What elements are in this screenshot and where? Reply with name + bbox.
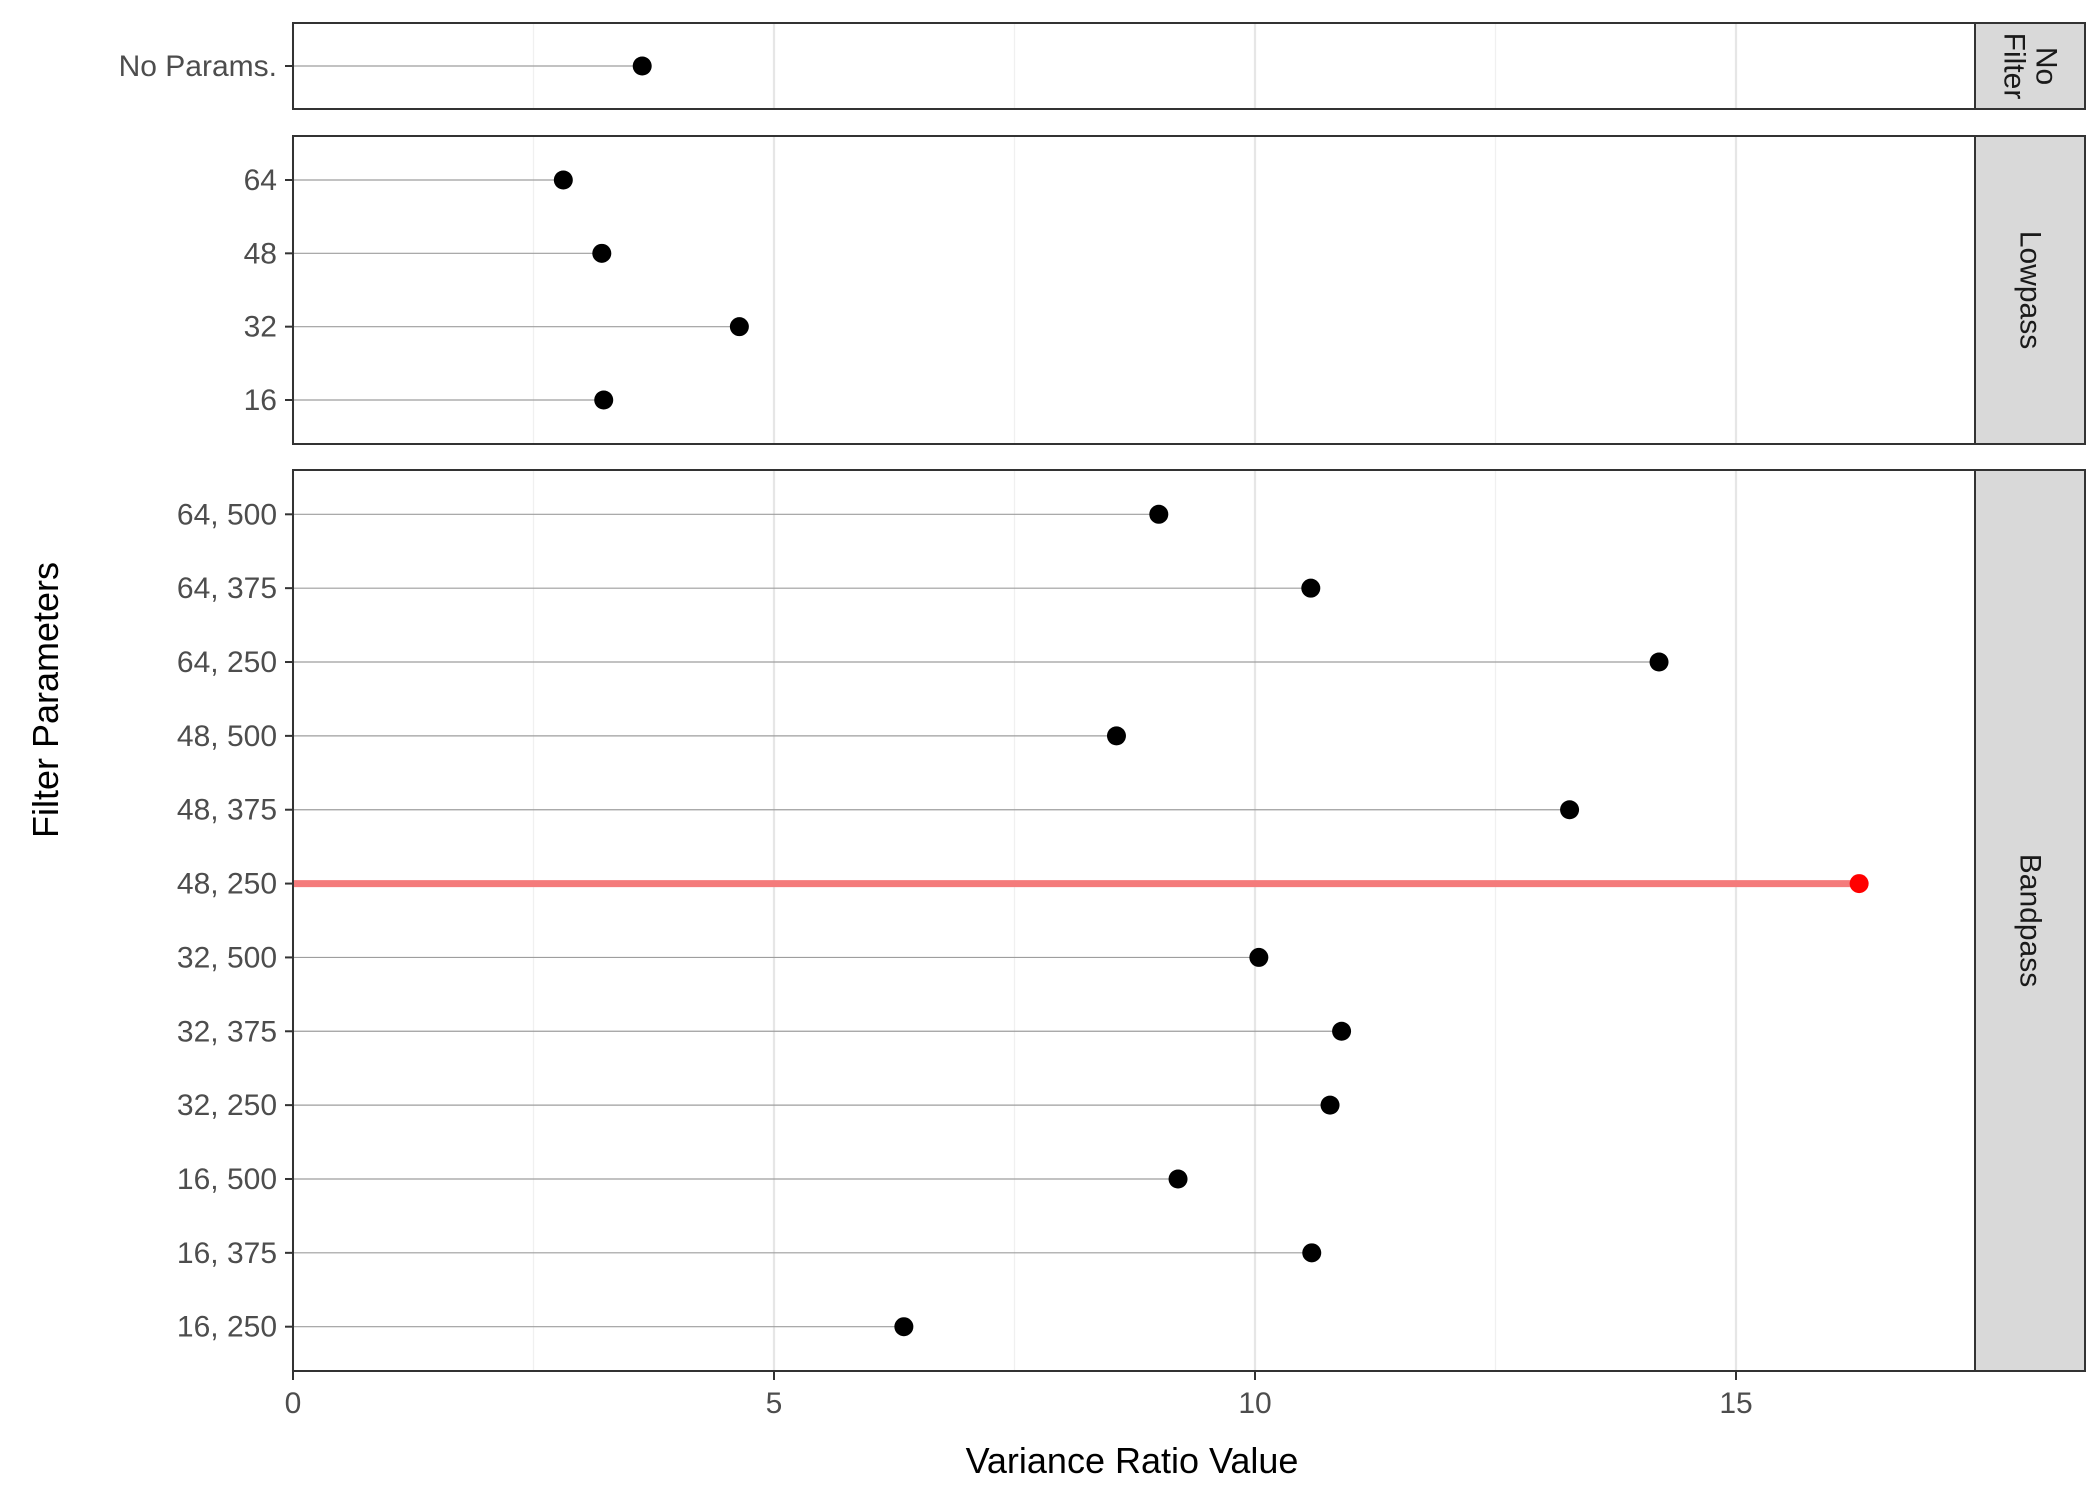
data-point: [553, 170, 573, 190]
x-axis: 0 5 10 15: [285, 1371, 1753, 1420]
facet-panel: 64, 500 64, 375 64, 250 48, 500 48, 375 48, 2…: [177, 469, 2086, 1372]
facet-strip: [1974, 135, 2086, 445]
data-point: [1168, 1169, 1188, 1189]
data-point: [1301, 578, 1321, 598]
x-axis-title: Variance Ratio Value: [966, 1440, 1299, 1481]
data-point: [594, 390, 614, 410]
facet-panel: 64 48 32 16 Lowpass: [244, 135, 2086, 445]
facet-strip-label: Filter: [1998, 33, 2031, 100]
x-tick-label: 15: [1719, 1387, 1752, 1420]
y-tick-label: 16: [244, 384, 277, 417]
y-tick-label: 48: [244, 237, 277, 270]
y-tick-label: 64, 500: [177, 498, 277, 531]
data-point: [1649, 652, 1669, 672]
facet-strip-label: No: [2030, 47, 2063, 85]
y-tick-label: 48, 375: [177, 794, 277, 827]
data-point: [632, 56, 652, 76]
x-tick-label: 5: [766, 1387, 783, 1420]
y-tick-label: 32, 250: [177, 1089, 277, 1122]
y-tick-label: 32, 375: [177, 1015, 277, 1048]
minor-gridlines: [532, 470, 1497, 1371]
facet-strip-label: Bandpass: [2014, 854, 2047, 987]
data-point: [1560, 800, 1580, 820]
data-point: [1320, 1095, 1340, 1115]
panel-background: [293, 470, 1975, 1371]
highlight-point: [1849, 874, 1869, 894]
panel-background: [293, 136, 1975, 444]
minor-gridlines: [532, 136, 1497, 444]
data-point: [894, 1317, 914, 1337]
facet-strip: [1974, 22, 2086, 110]
y-axis-title: Filter Parameters: [25, 562, 66, 838]
x-tick-label: 10: [1238, 1387, 1271, 1420]
y-tick-label: 16, 250: [177, 1311, 277, 1344]
data-point: [1249, 947, 1269, 967]
data-point: [729, 317, 749, 337]
data-point: [592, 243, 612, 263]
y-tick-label: 32: [244, 311, 277, 344]
y-tick-label: 16, 375: [177, 1237, 277, 1270]
y-tick-label: 16, 500: [177, 1163, 277, 1196]
y-tick-label: 32, 500: [177, 941, 277, 974]
x-tick-label: 0: [285, 1387, 302, 1420]
data-point: [1149, 504, 1169, 524]
data-point: [1106, 726, 1126, 746]
y-tick-label: 48, 500: [177, 720, 277, 753]
y-tick-label: No Params.: [119, 50, 277, 83]
y-tick-label: 48, 250: [177, 868, 277, 901]
facet-strip: [1974, 469, 2086, 1372]
y-tick-label: 64, 375: [177, 572, 277, 605]
facet-strip-label: Lowpass: [2014, 231, 2047, 349]
y-tick-label: 64: [244, 164, 277, 197]
data-point: [1302, 1243, 1322, 1263]
y-tick-label: 64, 250: [177, 646, 277, 679]
data-point: [1332, 1021, 1352, 1041]
